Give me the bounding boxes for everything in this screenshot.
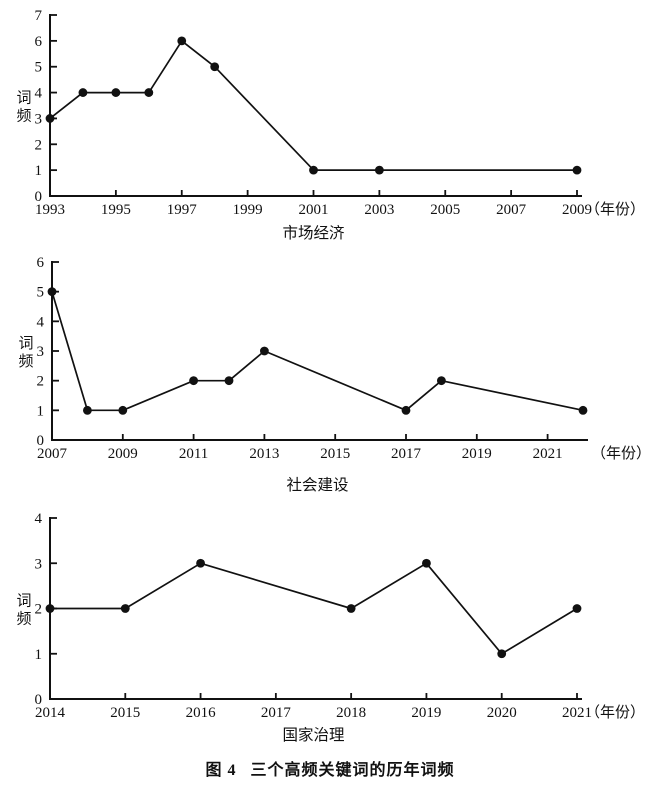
y-axis-title-char: 词 <box>16 593 31 610</box>
y-tick-label: 3 <box>35 111 43 127</box>
y-tick-label: 3 <box>35 556 43 572</box>
figure-caption: 图 4 三个高频关键词的历年词频 <box>0 756 660 780</box>
data-point <box>210 62 220 72</box>
x-tick-label: 1997 <box>167 202 198 218</box>
x-tick-label: 2015 <box>320 446 350 462</box>
y-tick-label: 4 <box>37 314 45 330</box>
x-tick-label: 2009 <box>108 446 138 462</box>
data-point <box>572 604 582 613</box>
y-tick-label: 1 <box>35 647 43 663</box>
x-tick-label: 2007 <box>496 202 527 218</box>
y-tick-label: 4 <box>35 511 43 527</box>
data-point <box>111 88 121 97</box>
data-point <box>78 88 88 97</box>
data-point <box>144 88 154 97</box>
data-point <box>260 346 269 356</box>
y-tick-label: 5 <box>35 60 43 76</box>
x-tick-label: 2020 <box>487 705 517 721</box>
figure-caption-text: 三个高频关键词的历年词频 <box>250 762 455 779</box>
y-axis-title-char: 词 <box>16 90 31 107</box>
y-tick-label: 1 <box>37 403 45 419</box>
x-tick-label: 2011 <box>179 446 208 462</box>
x-tick-label: 1993 <box>35 202 65 218</box>
chart-title: 社会建设 <box>286 476 348 494</box>
data-point <box>177 36 187 46</box>
chart-title: 国家治理 <box>282 726 344 744</box>
x-tick-label: 1999 <box>233 202 263 218</box>
y-tick-label: 2 <box>37 374 45 390</box>
y-axis-title-char: 频 <box>16 611 31 628</box>
x-tick-label: 2014 <box>35 705 66 721</box>
x-axis-unit-label: （年份） <box>585 704 645 721</box>
x-tick-label: 2021 <box>562 705 592 721</box>
y-tick-label: 6 <box>37 255 45 271</box>
y-tick-label: 4 <box>35 86 43 102</box>
y-tick-label: 3 <box>37 344 45 360</box>
data-point <box>224 376 234 386</box>
line-chart-market-economy: 0 1 2 3 4 5 6 7 1993 1995 1997 1999 2001 2003 2005 2007… <box>16 8 645 242</box>
data-point <box>45 114 55 123</box>
y-tick-label: 6 <box>35 34 43 50</box>
line-chart-social-construction: 0 1 2 3 4 5 6 2007 2009 2011 2013 2015 2017 2019 2021 （… <box>18 255 651 494</box>
data-point <box>196 558 205 568</box>
x-axis-unit-label: （年份） <box>591 445 651 462</box>
data-point <box>422 558 431 568</box>
y-tick-label: 1 <box>35 163 43 179</box>
x-axis-unit-label: （年份） <box>585 201 645 218</box>
y-tick-label: 2 <box>35 602 43 618</box>
x-tick-label: 2001 <box>299 202 329 218</box>
x-tick-label: 2016 <box>186 705 217 721</box>
data-point <box>120 604 130 613</box>
y-tick-label: 5 <box>37 285 45 301</box>
line-chart-national-governance: 0 1 2 3 4 2014 2015 2016 2017 2018 2019 2020 2021（年份… <box>16 511 645 744</box>
y-axis-title-char: 频 <box>16 108 31 125</box>
y-tick-label: 7 <box>35 8 43 24</box>
x-tick-label: 2021 <box>533 446 563 462</box>
x-tick-label: 2017 <box>261 705 292 721</box>
x-tick-label: 2019 <box>462 446 492 462</box>
y-tick-label: 2 <box>35 137 43 153</box>
y-tick-label: 0 <box>35 189 43 205</box>
data-point <box>437 376 446 386</box>
data-point <box>309 165 318 175</box>
x-tick-label: 2007 <box>37 446 68 462</box>
data-point <box>401 405 411 415</box>
x-tick-label: 2019 <box>411 705 441 721</box>
data-point <box>45 604 55 613</box>
x-tick-label: 1995 <box>101 202 131 218</box>
x-tick-label: 2003 <box>364 202 394 218</box>
data-point <box>572 165 582 175</box>
x-tick-label: 2018 <box>336 705 366 721</box>
data-point <box>346 604 356 613</box>
data-point <box>47 287 57 297</box>
x-tick-label: 2013 <box>249 446 279 462</box>
x-tick-label: 2009 <box>562 202 592 218</box>
series-line <box>51 291 584 412</box>
y-tick-label: 0 <box>37 433 45 449</box>
y-axis-title-char: 频 <box>18 353 33 370</box>
x-tick-label: 2017 <box>391 446 422 462</box>
y-axis-title-char: 词 <box>18 335 33 352</box>
x-tick-label: 2005 <box>430 202 460 218</box>
series-line <box>49 40 577 171</box>
y-tick-label: 0 <box>35 692 43 708</box>
data-point <box>578 405 588 415</box>
data-point <box>497 649 507 659</box>
data-point <box>83 405 92 415</box>
chart-title: 市场经济 <box>282 224 345 242</box>
x-tick-label: 2015 <box>110 705 140 721</box>
data-point <box>189 376 199 386</box>
data-point <box>374 165 384 175</box>
figure-caption-number: 图 4 <box>205 762 237 779</box>
data-point <box>118 405 128 415</box>
